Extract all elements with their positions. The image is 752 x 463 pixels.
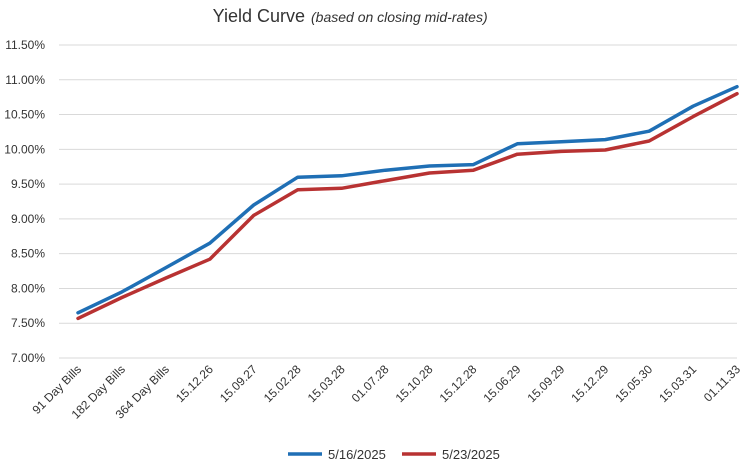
x-tick-label: 15.02.28 (261, 362, 304, 405)
x-tick-label: 15.03.31 (656, 362, 699, 405)
y-axis-ticks: 7.00% 7.50% 8.00% 8.50% 9.00% 9.50% 10.00% 10.5… (4, 38, 45, 365)
y-tick-label: 9.00% (11, 212, 45, 226)
x-tick-label: 15.09.27 (217, 362, 260, 405)
chart-subtitle: (based on closing mid-rates) (311, 9, 488, 25)
x-tick-label: 15.05.30 (612, 362, 655, 405)
x-tick-label: 01.11.33 (701, 362, 744, 405)
y-tick-label: 10.50% (4, 108, 45, 122)
chart-title: Yield Curve (213, 6, 305, 26)
y-tick-label: 8.50% (11, 247, 45, 261)
x-tick-label: 15.12.26 (173, 362, 216, 405)
x-tick-label: 15.10.28 (393, 362, 436, 405)
y-tick-label: 11.00% (5, 73, 45, 87)
y-tick-label: 7.00% (11, 351, 45, 365)
y-tick-label: 7.50% (11, 316, 45, 330)
x-tick-label: 15.12.29 (568, 362, 611, 405)
y-tick-label: 8.00% (11, 281, 45, 295)
series-line-1 (76, 84, 739, 315)
x-tick-label: 15.03.28 (305, 362, 348, 405)
x-tick-label: 01.07.28 (349, 362, 392, 405)
y-tick-label: 9.50% (11, 177, 45, 191)
y-tick-label: 10.00% (4, 142, 45, 156)
legend: 5/16/2025 5/23/2025 (288, 447, 500, 462)
x-tick-label: 15.12.28 (437, 362, 480, 405)
gridlines (59, 44, 737, 359)
series-lines (76, 84, 739, 321)
legend-label: 5/16/2025 (328, 447, 386, 462)
x-tick-label: 15.06.29 (481, 362, 524, 405)
legend-label: 5/23/2025 (442, 447, 500, 462)
x-tick-label: 15.09.29 (524, 362, 567, 405)
series-line-2 (76, 91, 739, 321)
y-tick-label: 11.50% (5, 38, 45, 52)
